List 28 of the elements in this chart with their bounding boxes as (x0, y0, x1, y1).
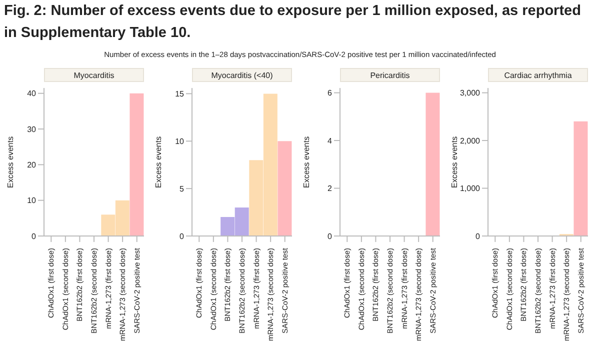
caption: Fig. 2: Number of excess events due to exposure per 1 million exposed, as reported in Supplementary Table 10. (4, 2, 582, 43)
bar (278, 141, 292, 236)
chart-title: Pericarditis (340, 68, 440, 82)
y-tick-label: 0 (476, 232, 481, 241)
y-tick-label: 6 (328, 88, 333, 98)
y-axis-title: Excess events (302, 136, 311, 188)
y-axis-title: Excess events (154, 136, 163, 188)
y-tick-label: 30 (27, 124, 37, 134)
y-tick-label: 10 (175, 136, 185, 146)
y-tick-label: 0 (328, 232, 333, 241)
chart-title: Cardiac arrhythmia (488, 68, 588, 82)
y-tick-label: 10 (27, 196, 37, 206)
y-tick-label: 2,000 (460, 136, 481, 146)
y-tick-label: 1,000 (460, 184, 481, 194)
y-tick-label: 15 (175, 90, 185, 99)
y-tick-label: 3,000 (460, 88, 481, 98)
chart-title: Myocarditis (<40) (192, 68, 292, 82)
y-tick-label: 0 (32, 232, 37, 241)
chart-title: Myocarditis (44, 68, 144, 82)
y-tick-label: 20 (27, 160, 37, 170)
y-tick-label: 4 (328, 136, 333, 146)
y-tick-label: 0 (180, 232, 185, 241)
y-axis-title: Excess events (6, 136, 15, 188)
y-tick-label: 40 (27, 89, 37, 98)
bar (130, 93, 144, 236)
y-tick-label: 2 (328, 184, 333, 194)
y-tick-label: 5 (180, 184, 185, 194)
y-axis-title: Excess events (450, 136, 459, 188)
